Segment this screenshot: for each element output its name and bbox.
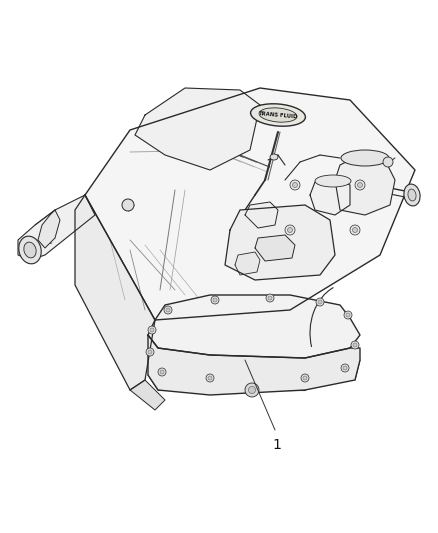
Polygon shape [245,202,278,228]
Circle shape [316,298,324,306]
Circle shape [211,296,219,304]
Circle shape [208,376,212,380]
Circle shape [303,376,307,380]
Polygon shape [135,88,260,170]
Circle shape [341,364,349,372]
Circle shape [383,157,393,167]
Circle shape [343,366,347,370]
Polygon shape [148,295,360,358]
Circle shape [357,182,363,188]
Polygon shape [38,210,60,248]
Ellipse shape [270,154,278,160]
Polygon shape [255,235,295,261]
Circle shape [353,343,357,347]
Polygon shape [310,178,350,215]
Ellipse shape [251,104,305,126]
Polygon shape [225,205,335,280]
Ellipse shape [24,242,36,258]
Circle shape [160,370,164,374]
Polygon shape [85,88,415,320]
Circle shape [301,374,309,382]
Circle shape [248,386,255,393]
Circle shape [350,225,360,235]
Circle shape [293,182,297,188]
Ellipse shape [408,189,416,201]
Polygon shape [235,252,260,275]
Circle shape [213,298,217,302]
Text: TRANS FLUID: TRANS FLUID [258,111,298,119]
Circle shape [353,228,357,232]
Circle shape [158,368,166,376]
Polygon shape [75,195,155,390]
Circle shape [166,308,170,312]
Circle shape [148,326,156,334]
Circle shape [355,180,365,190]
Ellipse shape [341,150,389,166]
Circle shape [268,296,272,300]
Circle shape [122,199,134,211]
Circle shape [148,350,152,354]
Circle shape [285,225,295,235]
Circle shape [266,294,274,302]
Circle shape [164,306,172,314]
Circle shape [351,341,359,349]
Polygon shape [130,380,165,410]
Polygon shape [148,335,360,395]
Polygon shape [335,155,395,215]
Circle shape [346,313,350,317]
Ellipse shape [315,175,351,187]
Circle shape [206,374,214,382]
Text: 1: 1 [272,438,282,452]
Ellipse shape [19,236,41,264]
Circle shape [287,228,293,232]
Circle shape [290,180,300,190]
Circle shape [146,348,154,356]
Ellipse shape [259,108,297,122]
Polygon shape [18,195,95,260]
Circle shape [318,300,322,304]
Circle shape [245,383,259,397]
Circle shape [150,328,154,332]
Circle shape [344,311,352,319]
Ellipse shape [404,184,420,206]
